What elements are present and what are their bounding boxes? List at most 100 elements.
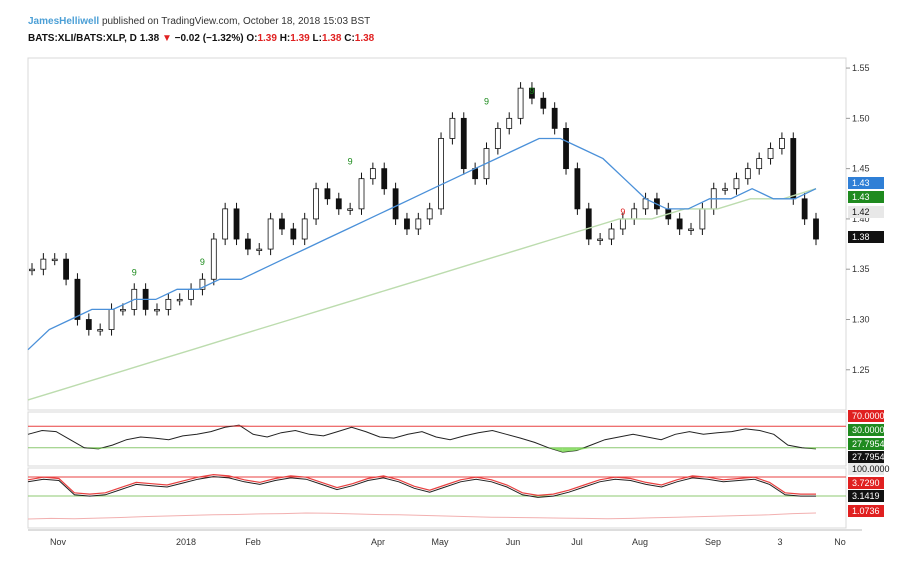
candle-body [688, 228, 694, 231]
price-tag-label: 1.42 [852, 207, 870, 217]
rsi-line [27, 424, 817, 453]
rsi-overbought-fill [239, 425, 254, 427]
rsi-oversold-fill [562, 447, 577, 453]
open-value: 1.39 [257, 33, 277, 44]
candle-body [631, 208, 638, 220]
high-label: H: [279, 33, 291, 44]
price-tag [848, 463, 884, 475]
price-tag [848, 410, 884, 422]
time-tick-label: May [431, 537, 449, 547]
down-arrow-icon: ▼ [161, 33, 172, 44]
candle-body [813, 218, 819, 240]
price-tick-label: 1.55 [852, 63, 870, 73]
candle-body [358, 178, 365, 210]
candle-body [790, 138, 797, 200]
candle-body [188, 288, 194, 300]
time-tick-label: Nov [50, 537, 67, 547]
td-count-label: 9 [484, 96, 489, 106]
price-tick-label: 1.50 [852, 113, 870, 123]
candle-body [176, 298, 183, 302]
time-tick-label: Sep [705, 537, 721, 547]
candle-body [756, 158, 763, 170]
candle-body [108, 309, 115, 330]
time-tick-label: 2018 [176, 537, 196, 547]
candle-body [222, 208, 229, 240]
price-tag-label: 27.7954 [852, 439, 885, 449]
candle-body [63, 258, 69, 280]
price-change: −0.02 (−1.32%) [174, 33, 244, 44]
candle-body [801, 198, 808, 220]
stoch-pane [27, 467, 847, 529]
candle-body [51, 258, 58, 262]
candle-body [404, 218, 410, 230]
candle-body [392, 188, 399, 220]
ma-short-line [27, 137, 817, 351]
price-tick-label: 1.25 [852, 365, 870, 375]
candle-body [438, 138, 444, 210]
chart-header: JamesHelliwell published on TradingView.… [0, 0, 870, 50]
candle-body [460, 117, 467, 170]
author-link[interactable]: JamesHelliwell [28, 16, 100, 27]
candle-body [301, 218, 308, 240]
price-tick-label: 1.30 [852, 314, 870, 324]
candle-body [676, 218, 683, 230]
rsi-oversold-fill [98, 447, 113, 449]
price-tick-label: 1.40 [852, 214, 870, 224]
candle-body [85, 319, 92, 330]
rsi-oversold-fill [801, 447, 816, 449]
candle-body [597, 238, 604, 241]
price-tag [848, 231, 884, 243]
symbol-name: BATS:XLI/BATS:XLP, D [28, 33, 137, 44]
price-tag-label: 27.7954 [852, 452, 885, 462]
publish-line: JamesHelliwell published on TradingView.… [28, 16, 370, 27]
symbol-line: BATS:XLI/BATS:XLP, D 1.38 ▼ −0.02 (−1.32… [28, 33, 374, 44]
time-tick-label: Feb [245, 537, 261, 547]
rsi-pane [27, 411, 847, 467]
price-tag-label: 100.0000 [852, 464, 890, 474]
candle-body [256, 248, 263, 251]
candle-body [540, 97, 547, 109]
last-price: 1.38 [139, 33, 160, 44]
td-count-label: 9 [132, 267, 137, 277]
low-label: L: [312, 33, 322, 44]
candle-body [506, 117, 513, 129]
rsi-oversold-fill [548, 447, 563, 453]
price-tag [848, 177, 884, 189]
time-tick-label: Aug [632, 537, 648, 547]
candle-body [165, 298, 172, 310]
candle-body [290, 228, 297, 240]
candle-body [449, 117, 456, 139]
candle-body [233, 208, 240, 240]
candle-body [369, 168, 376, 180]
close-value: 1.38 [354, 33, 375, 44]
price-tag [848, 505, 884, 517]
candle-body [415, 218, 422, 230]
stoch-pink-line [27, 512, 817, 520]
candle-body [699, 208, 706, 230]
high-value: 1.39 [290, 33, 310, 44]
candle-body [779, 138, 785, 149]
candle-body [733, 178, 740, 190]
candle-body [767, 148, 774, 159]
candle-body [97, 329, 104, 332]
open-label: O: [246, 33, 258, 44]
rsi-oversold-fill [84, 447, 99, 449]
time-tick-label: No [834, 537, 846, 547]
candle-body [313, 188, 319, 220]
price-tag-label: 1.38 [852, 232, 870, 242]
stoch-main-line [27, 476, 816, 498]
candle-body [563, 127, 569, 170]
candle-body [585, 208, 592, 240]
candle-body [324, 188, 331, 200]
stoch-signal-line [27, 473, 816, 497]
candle-body [347, 208, 354, 211]
price-tick-label: 1.45 [852, 164, 870, 174]
candle-body [574, 168, 581, 210]
time-tick-label: Apr [371, 537, 385, 547]
close-label: C: [344, 33, 355, 44]
candle-body [199, 278, 206, 290]
price-pane [27, 57, 847, 411]
candle-body [119, 309, 126, 312]
candle-body [29, 268, 35, 272]
